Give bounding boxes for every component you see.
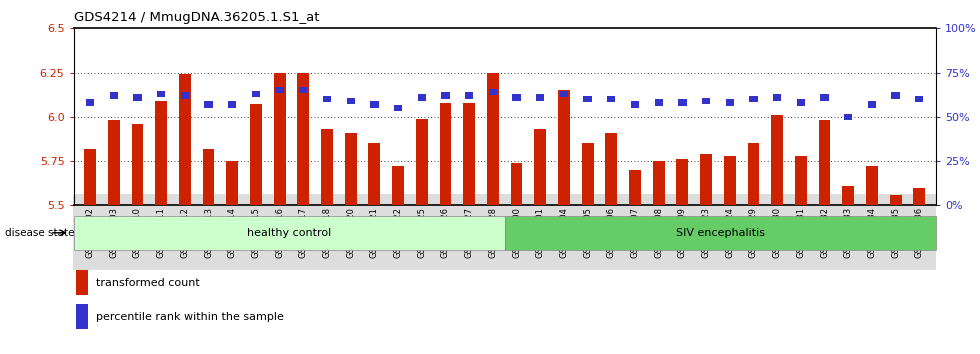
Bar <box>299 87 308 93</box>
Text: GDS4214 / MmugDNA.36205.1.S1_at: GDS4214 / MmugDNA.36205.1.S1_at <box>74 11 319 24</box>
Bar <box>818 120 830 205</box>
Bar <box>866 166 878 205</box>
Bar <box>890 195 902 205</box>
Bar <box>724 156 736 205</box>
Bar <box>653 161 664 205</box>
Bar <box>203 149 215 205</box>
Bar <box>275 87 284 93</box>
Bar <box>536 94 544 101</box>
Bar <box>392 166 404 205</box>
Text: percentile rank within the sample: percentile rank within the sample <box>95 312 283 322</box>
Bar <box>702 98 710 104</box>
Bar <box>583 96 592 102</box>
Bar <box>700 154 712 205</box>
Bar <box>631 101 639 108</box>
Text: transformed count: transformed count <box>95 278 199 288</box>
Bar <box>606 133 617 205</box>
Bar <box>74 216 505 250</box>
Bar <box>560 91 568 97</box>
Bar <box>629 170 641 205</box>
Bar <box>487 73 499 205</box>
Bar <box>179 74 191 205</box>
Bar <box>322 96 331 102</box>
Bar <box>915 96 923 102</box>
Bar <box>297 73 310 205</box>
Bar <box>655 99 662 106</box>
Bar <box>505 216 936 250</box>
Bar <box>394 105 402 111</box>
Bar <box>228 101 236 108</box>
Bar <box>273 73 285 205</box>
Bar <box>795 156 807 205</box>
Bar <box>534 129 546 205</box>
Bar <box>608 96 615 102</box>
Bar <box>511 163 522 205</box>
Bar <box>441 92 450 99</box>
Bar <box>76 270 88 295</box>
Bar <box>558 90 569 205</box>
Bar <box>86 99 94 106</box>
Bar <box>155 101 167 205</box>
Bar <box>157 91 166 97</box>
Bar <box>843 186 855 205</box>
Bar <box>582 143 594 205</box>
Bar <box>773 94 781 101</box>
Bar <box>892 92 900 99</box>
Bar <box>750 96 758 102</box>
Text: healthy control: healthy control <box>247 228 331 238</box>
Bar <box>131 124 143 205</box>
Bar <box>345 133 357 205</box>
Bar <box>368 143 380 205</box>
Bar <box>678 99 687 106</box>
Bar <box>84 149 96 205</box>
Bar <box>466 92 473 99</box>
Bar <box>205 101 213 108</box>
Bar <box>76 304 88 329</box>
Text: SIV encephalitis: SIV encephalitis <box>676 228 764 238</box>
Bar <box>133 94 142 101</box>
Bar <box>464 103 475 205</box>
Text: disease state: disease state <box>5 228 74 238</box>
Bar <box>416 119 427 205</box>
Bar <box>440 103 452 205</box>
Bar <box>725 99 734 106</box>
Bar <box>226 161 238 205</box>
Bar <box>867 101 876 108</box>
Bar <box>108 120 120 205</box>
Bar <box>820 94 829 101</box>
Bar <box>180 92 189 99</box>
Bar <box>771 115 783 205</box>
Bar <box>417 94 426 101</box>
Bar <box>844 114 853 120</box>
Bar <box>513 94 520 101</box>
Bar <box>913 188 925 205</box>
Bar <box>797 99 805 106</box>
Bar <box>370 101 378 108</box>
Bar <box>250 104 262 205</box>
Bar <box>110 92 118 99</box>
Bar <box>347 98 355 104</box>
Bar <box>489 89 497 95</box>
Bar <box>748 143 760 205</box>
Bar <box>321 129 333 205</box>
Bar <box>676 159 688 205</box>
Bar <box>252 91 260 97</box>
